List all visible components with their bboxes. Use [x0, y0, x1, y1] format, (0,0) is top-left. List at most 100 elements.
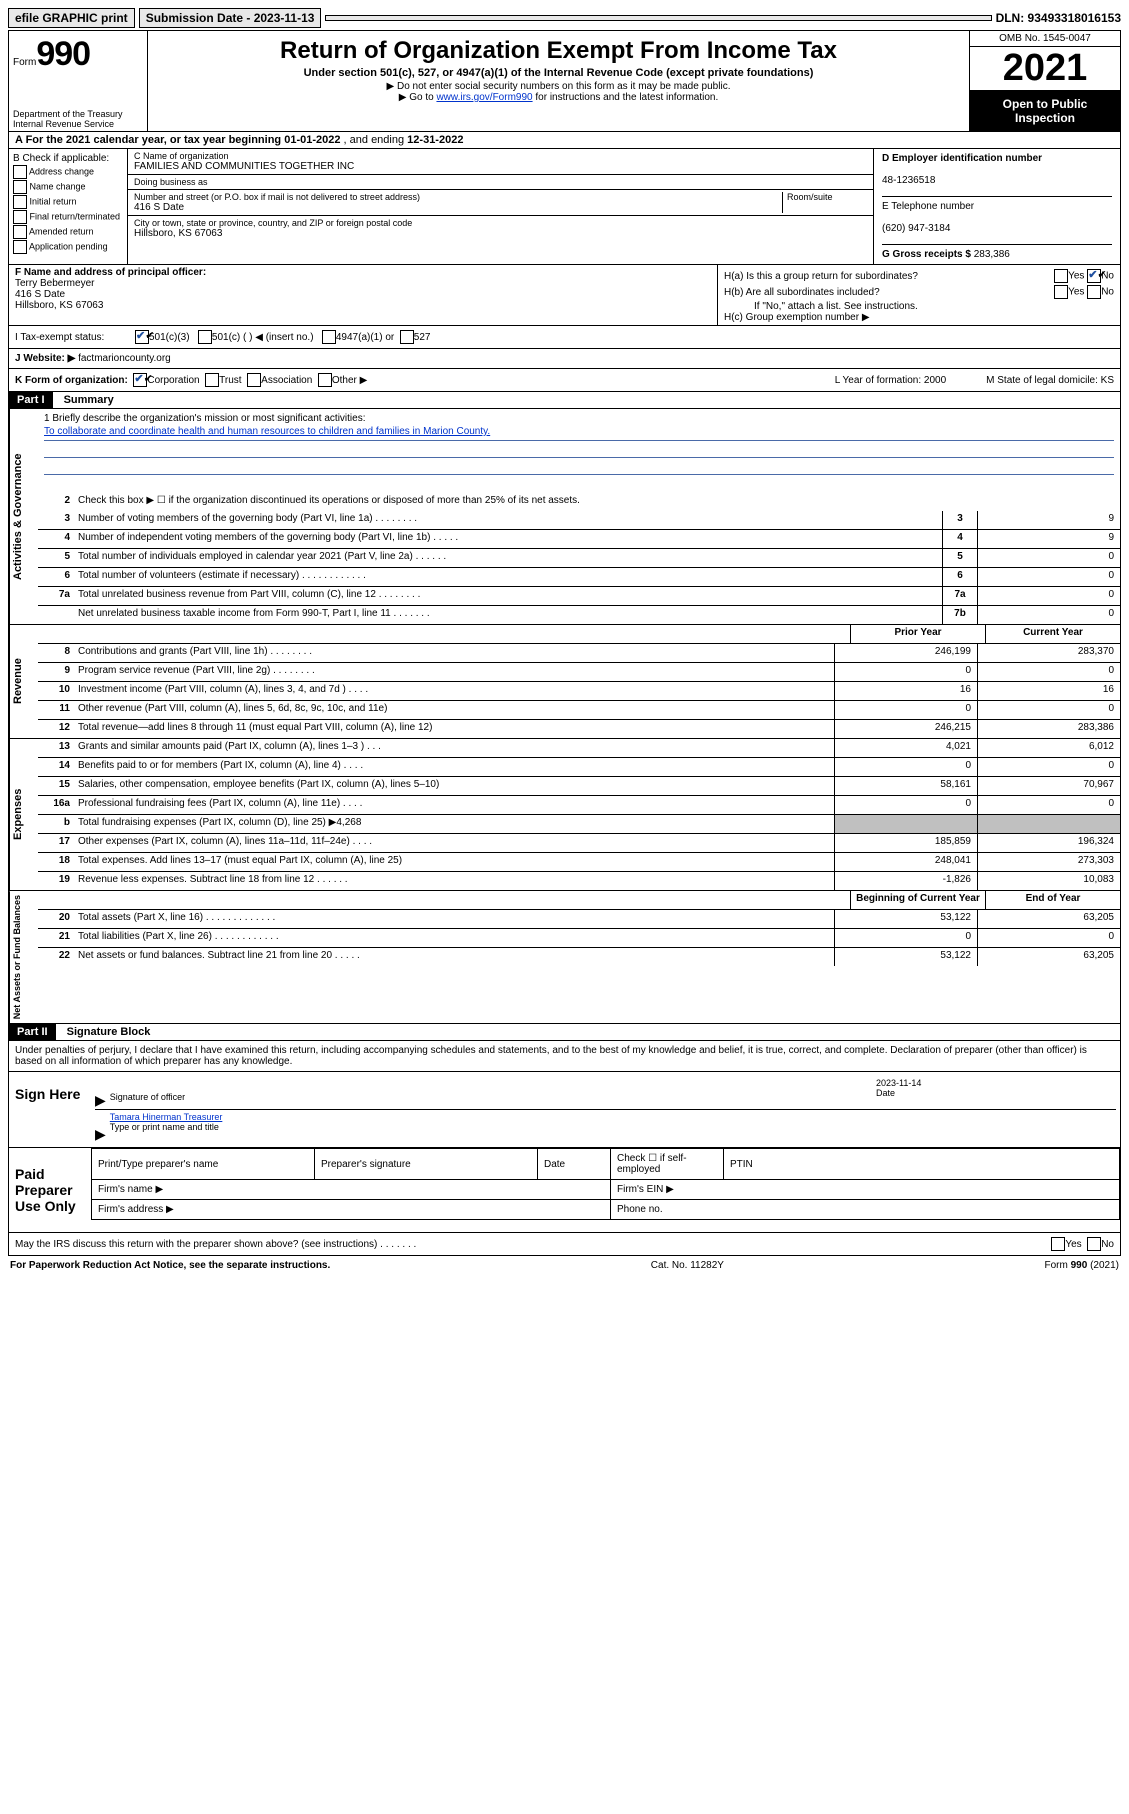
street-label: Number and street (or P.O. box if mail i…	[134, 192, 782, 202]
room-label: Room/suite	[787, 192, 867, 202]
firm-addr-label: Firm's address ▶	[92, 1200, 611, 1220]
form-header: Form990 Department of the Treasury Inter…	[9, 31, 1120, 132]
data-line: 15Salaries, other compensation, employee…	[38, 777, 1120, 796]
form-subtitle: Under section 501(c), 527, or 4947(a)(1)…	[156, 67, 961, 79]
discuss-label: May the IRS discuss this return with the…	[15, 1239, 1051, 1250]
data-line: 17Other expenses (Part IX, column (A), l…	[38, 834, 1120, 853]
note2-pre: ▶ Go to	[399, 92, 437, 103]
ptin-label: PTIN	[724, 1149, 1120, 1180]
k-assoc[interactable]	[247, 373, 261, 387]
header-right: OMB No. 1545-0047 2021 Open to Public In…	[969, 31, 1120, 131]
hb-no[interactable]	[1087, 285, 1101, 299]
street-row: Number and street (or P.O. box if mail i…	[128, 190, 873, 216]
line-a-text: A For the 2021 calendar year, or tax yea…	[15, 134, 284, 146]
net-header: Beginning of Current Year End of Year	[38, 891, 1120, 910]
i-4947[interactable]	[322, 330, 336, 344]
data-line: 13Grants and similar amounts paid (Part …	[38, 739, 1120, 758]
date-label: Date	[876, 1088, 895, 1098]
gov-section: Activities & Governance 1 Briefly descri…	[9, 409, 1120, 625]
section-i: I Tax-exempt status: ✔ 501(c)(3) 501(c) …	[9, 326, 1120, 349]
mission-blank2	[44, 460, 1114, 475]
k-label: K Form of organization:	[15, 375, 128, 386]
section-j: J Website: ▶ factmarioncounty.org	[9, 349, 1120, 369]
declaration-text: Under penalties of perjury, I declare th…	[9, 1041, 1120, 1072]
header-center: Return of Organization Exempt From Incom…	[148, 31, 969, 131]
gov-line: Net unrelated business taxable income fr…	[38, 606, 1120, 624]
data-line: 11Other revenue (Part VIII, column (A), …	[38, 701, 1120, 720]
mission-label: 1 Briefly describe the organization's mi…	[44, 413, 1114, 424]
gross-block: G Gross receipts $ 283,386	[882, 244, 1112, 260]
exp-section: Expenses 13Grants and similar amounts pa…	[9, 739, 1120, 891]
discuss-no[interactable]	[1087, 1237, 1101, 1251]
k-other[interactable]	[318, 373, 332, 387]
sign-here-section: Sign Here ▶ Signature of officer 2023-11…	[9, 1072, 1120, 1148]
footer-left: For Paperwork Reduction Act Notice, see …	[10, 1260, 330, 1271]
department-label: Department of the Treasury Internal Reve…	[13, 109, 123, 129]
chk-name[interactable]: Name change	[13, 180, 123, 194]
discuss-yes[interactable]	[1051, 1237, 1065, 1251]
top-toolbar: efile GRAPHIC print Submission Date - 20…	[8, 8, 1121, 28]
part-i-badge: Part I	[9, 392, 53, 408]
city-row: City or town, state or province, country…	[128, 216, 873, 241]
line-a-mid: , and ending	[344, 134, 408, 146]
data-line: 10Investment income (Part VIII, column (…	[38, 682, 1120, 701]
chk-amended[interactable]: Amended return	[13, 225, 123, 239]
section-d: D Employer identification number 48-1236…	[874, 149, 1120, 264]
col-current: Current Year	[985, 625, 1120, 643]
irs-link[interactable]: www.irs.gov/Form990	[436, 92, 532, 103]
city-value: Hillsboro, KS 67063	[134, 228, 867, 239]
data-line: 21Total liabilities (Part X, line 26) . …	[38, 929, 1120, 948]
rev-section: Revenue Prior Year Current Year 8Contrib…	[9, 625, 1120, 739]
type-name-label: Type or print name and title	[110, 1122, 219, 1132]
hb-row: H(b) Are all subordinates included? Yes …	[724, 285, 1114, 299]
footer-mid: Cat. No. 11282Y	[651, 1260, 724, 1271]
prep-name-label: Print/Type preparer's name	[92, 1149, 315, 1180]
gov-line: 7aTotal unrelated business revenue from …	[38, 587, 1120, 606]
header-left: Form990 Department of the Treasury Inter…	[9, 31, 148, 131]
data-line: 16aProfessional fundraising fees (Part I…	[38, 796, 1120, 815]
chk-final[interactable]: Final return/terminated	[13, 210, 123, 224]
chk-initial[interactable]: Initial return	[13, 195, 123, 209]
form-number: 990	[36, 35, 90, 73]
ein-block: D Employer identification number 48-1236…	[882, 153, 1112, 186]
submission-date-button[interactable]: Submission Date - 2023-11-13	[139, 8, 322, 28]
efile-print-button[interactable]: efile GRAPHIC print	[8, 8, 135, 28]
hb-yes[interactable]	[1054, 285, 1068, 299]
gov-line: 3Number of voting members of the governi…	[38, 511, 1120, 530]
i-501c3[interactable]: ✔	[135, 330, 149, 344]
data-line: 18Total expenses. Add lines 13–17 (must …	[38, 853, 1120, 872]
data-line: 8Contributions and grants (Part VIII, li…	[38, 644, 1120, 663]
dba-row: Doing business as	[128, 175, 873, 190]
rev-header: Prior Year Current Year	[38, 625, 1120, 644]
gov-line: 6Total number of volunteers (estimate if…	[38, 568, 1120, 587]
section-b-label: B Check if applicable:	[13, 153, 123, 164]
prep-sig-label: Preparer's signature	[315, 1149, 538, 1180]
i-527[interactable]	[400, 330, 414, 344]
officer-street: 416 S Date	[15, 289, 65, 300]
sig-officer-label: Signature of officer	[110, 1092, 876, 1109]
i-501c[interactable]	[198, 330, 212, 344]
mission-blank3	[44, 477, 1114, 491]
note-ssn: ▶ Do not enter social security numbers o…	[156, 81, 961, 92]
part-i-header: Part I Summary	[9, 392, 1120, 409]
phone-block: E Telephone number (620) 947-3184	[882, 196, 1112, 234]
section-k: K Form of organization: ✔ Corporation Tr…	[9, 369, 1120, 392]
form-title: Return of Organization Exempt From Incom…	[156, 37, 961, 65]
k-trust[interactable]	[205, 373, 219, 387]
paid-preparer-section: Paid Preparer Use Only Print/Type prepar…	[9, 1148, 1120, 1232]
data-line: 19Revenue less expenses. Subtract line 1…	[38, 872, 1120, 890]
firm-phone-label: Phone no.	[611, 1200, 1120, 1220]
k-corp[interactable]: ✔	[133, 373, 147, 387]
col-begin: Beginning of Current Year	[850, 891, 985, 909]
sig-officer-line: ▶ Signature of officer 2023-11-14Date	[95, 1076, 1116, 1110]
street-value: 416 S Date	[134, 202, 782, 213]
ha-row: H(a) Is this a group return for subordin…	[724, 269, 1114, 283]
data-line: 14Benefits paid to or for members (Part …	[38, 758, 1120, 777]
data-line: bTotal fundraising expenses (Part IX, co…	[38, 815, 1120, 834]
omb-number: OMB No. 1545-0047	[970, 31, 1120, 47]
ha-yes[interactable]	[1054, 269, 1068, 283]
chk-address[interactable]: Address change	[13, 165, 123, 179]
ha-no[interactable]: ✔	[1087, 269, 1101, 283]
note2-post: for instructions and the latest informat…	[533, 92, 719, 103]
chk-pending[interactable]: Application pending	[13, 240, 123, 254]
